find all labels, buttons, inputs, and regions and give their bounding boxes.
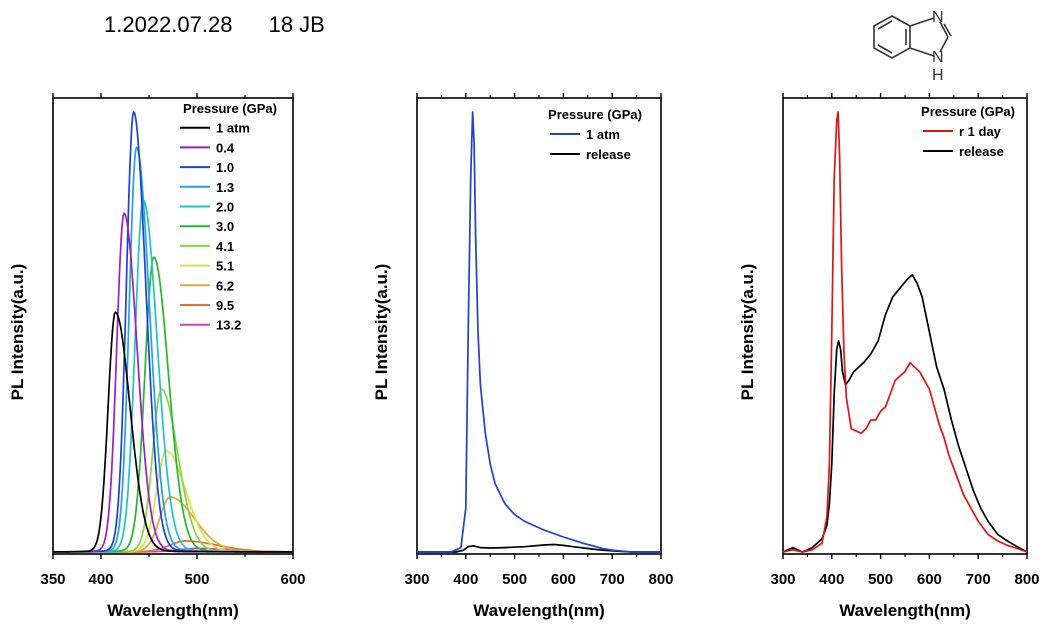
plot-frame: [52, 97, 294, 555]
x-tick-label: 400: [88, 571, 113, 588]
series-line-2-0: [53, 199, 293, 553]
legend-label: 5.1: [216, 259, 234, 274]
legend-label: 13.2: [216, 318, 241, 333]
chart-1: 350 400 500 600 Wavelength(nm) PL Intensity(a…: [8, 93, 306, 620]
header-sample: 18 JB: [268, 12, 325, 37]
x-tick-label: 400: [819, 571, 844, 588]
x-tick-label: 600: [917, 571, 942, 588]
x-tick-label: 800: [648, 571, 673, 588]
x-tick-label: 350: [40, 571, 65, 588]
series-line-1-atm: [53, 311, 293, 553]
legend-label: 3.0: [216, 219, 234, 234]
y-axis-label: PL Intensity(a.u.): [738, 264, 757, 401]
chart-3: 300 400 500 600 700 800 Wavelength(nm) PL Inten…: [738, 93, 1040, 620]
series-line-r-1-day: [782, 111, 1028, 553]
legend-label: release: [586, 147, 631, 162]
legend-label: r 1 day: [959, 124, 1002, 139]
x-tick-label: 300: [404, 571, 429, 588]
benzimidazole-structure: N N H: [873, 9, 952, 84]
legend: Pressure (GPa) 1 atm 0.4 1.0 1.3 2.0 3.0 4.1 5.1…: [180, 101, 277, 333]
y-axis-label: PL Intensity(a.u.): [8, 264, 27, 401]
legend-label: 4.1: [216, 239, 234, 254]
legend-title: Pressure (GPa): [183, 101, 277, 116]
x-tick-label: 500: [502, 571, 527, 588]
legend-label: 0.4: [216, 140, 235, 155]
legend-title: Pressure (GPa): [921, 104, 1015, 119]
atom-nh-n-label: N: [932, 49, 944, 66]
series-line-release: [417, 543, 661, 553]
header-text: 1.2022.07.28 18 JB: [104, 12, 355, 38]
x-tick-label: 600: [551, 571, 576, 588]
legend: Pressure (GPa) 1 atm release: [548, 107, 642, 162]
x-tick-label: 800: [1014, 571, 1039, 588]
series-line-1-3: [53, 146, 293, 553]
legend-label: 1.3: [216, 180, 234, 195]
legend-label: 6.2: [216, 278, 234, 293]
plot-frame: [782, 97, 1028, 555]
atom-nh-h-label: H: [932, 67, 944, 84]
legend-label: release: [959, 144, 1004, 159]
x-tick-label: 600: [280, 571, 305, 588]
x-axis-label: Wavelength(nm): [107, 601, 239, 620]
legend-label: 1 atm: [586, 127, 620, 142]
atom-n-label: N: [932, 9, 944, 26]
legend-title: Pressure (GPa): [548, 107, 642, 122]
series-line-3-0: [53, 256, 293, 553]
series-line-1-atm: [417, 111, 661, 553]
x-tick-label: 500: [868, 571, 893, 588]
legend-label: 1 atm: [216, 121, 250, 136]
x-tick-label: 400: [453, 571, 478, 588]
x-tick-label: 700: [600, 571, 625, 588]
series-line-0-4: [52, 212, 293, 553]
x-axis-label: Wavelength(nm): [473, 601, 605, 620]
series-line-release: [782, 273, 1028, 553]
series-line-1-0: [52, 111, 293, 553]
legend: Pressure (GPa) r 1 day release: [921, 104, 1015, 159]
plot-frame: [416, 97, 662, 555]
x-tick-label: 700: [966, 571, 991, 588]
legend-label: 9.5: [216, 298, 234, 313]
legend-label: 2.0: [216, 200, 234, 215]
x-tick-label: 500: [184, 571, 209, 588]
series-line-4-1: [53, 388, 293, 553]
x-tick-label: 300: [770, 571, 795, 588]
legend-label: 1.0: [216, 160, 234, 175]
y-axis-label: PL Intensity(a.u.): [372, 264, 391, 401]
x-axis-label: Wavelength(nm): [839, 601, 971, 620]
header-date: 1.2022.07.28: [104, 12, 233, 37]
chart-2: 300 400 500 600 700 800 Wavelength(nm) PL Inten…: [372, 93, 674, 620]
series-line-5-1: [53, 449, 293, 553]
